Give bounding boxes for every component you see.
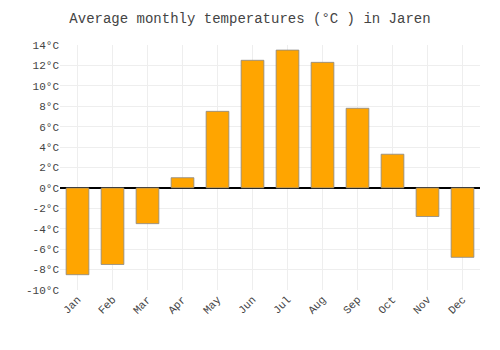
svg-text:-2°C: -2°C <box>33 203 60 215</box>
svg-text:Nov: Nov <box>411 294 434 317</box>
svg-text:Average monthly temperatures (: Average monthly temperatures (°C ) in Ja… <box>69 11 430 27</box>
svg-text:Sep: Sep <box>341 294 363 316</box>
svg-text:Feb: Feb <box>96 294 118 316</box>
svg-text:Oct: Oct <box>376 294 398 316</box>
svg-text:4°C: 4°C <box>39 142 59 154</box>
svg-text:Jan: Jan <box>61 294 83 316</box>
svg-text:10°C: 10°C <box>33 81 60 93</box>
svg-text:Apr: Apr <box>166 294 188 316</box>
svg-text:-6°C: -6°C <box>33 244 60 256</box>
svg-text:2°C: 2°C <box>39 162 59 174</box>
svg-text:8°C: 8°C <box>39 101 59 113</box>
svg-text:Jul: Jul <box>271 294 293 316</box>
svg-text:6°C: 6°C <box>39 122 59 134</box>
svg-text:-10°C: -10°C <box>26 285 59 297</box>
svg-text:Dec: Dec <box>446 294 468 316</box>
svg-text:May: May <box>201 294 224 317</box>
svg-text:Jun: Jun <box>236 294 258 316</box>
svg-text:Mar: Mar <box>131 294 153 316</box>
svg-text:0°C: 0°C <box>39 183 59 195</box>
svg-text:12°C: 12°C <box>33 60 60 72</box>
svg-text:-4°C: -4°C <box>33 224 60 236</box>
svg-text:Aug: Aug <box>306 294 328 316</box>
svg-text:14°C: 14°C <box>33 40 60 52</box>
svg-text:-8°C: -8°C <box>33 264 60 276</box>
